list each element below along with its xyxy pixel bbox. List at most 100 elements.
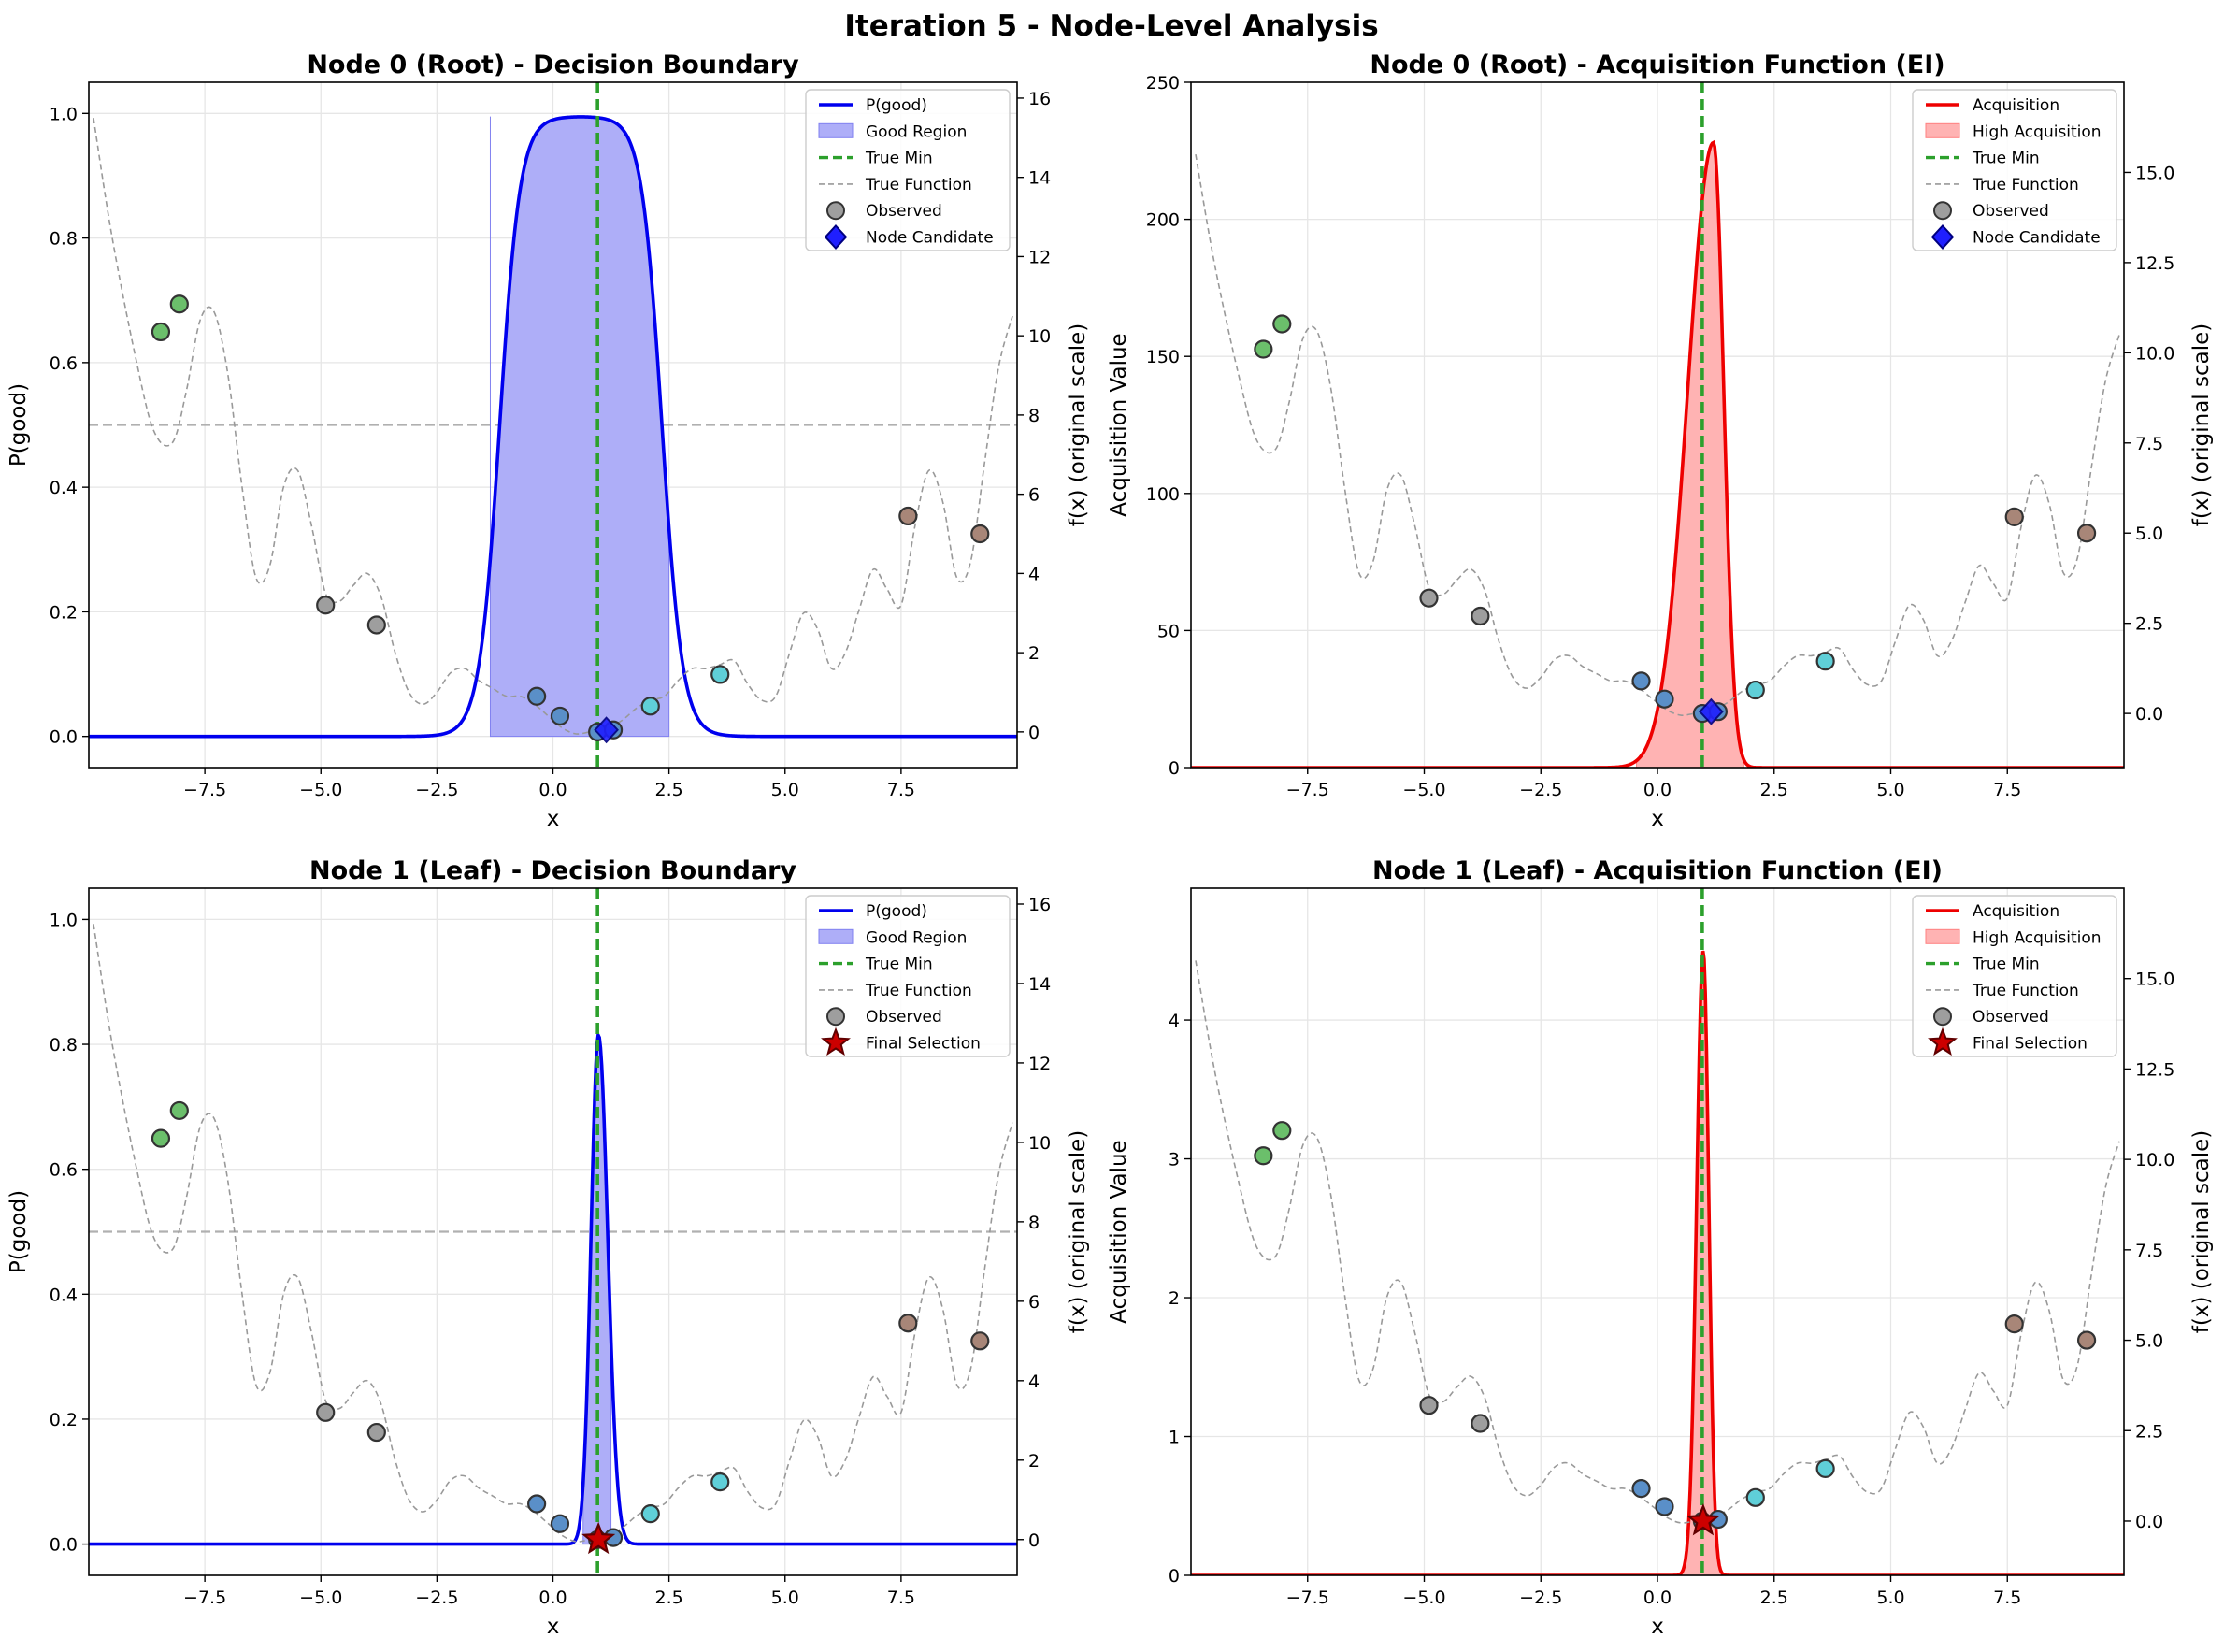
observed-point xyxy=(1419,588,1439,608)
figure-title: Iteration 5 - Node-Level Analysis xyxy=(844,9,1378,43)
x-tick-label: 2.5 xyxy=(655,780,683,800)
y2-tick-label: 0.0 xyxy=(2135,704,2163,725)
legend: P(good) Good Region True Min True Function O… xyxy=(805,89,1011,251)
y2-tick-label: 2.5 xyxy=(2135,614,2163,635)
observed-point xyxy=(898,506,918,526)
observed-point xyxy=(1419,1396,1439,1415)
y-tick-label: 0.4 xyxy=(50,1285,78,1305)
y2-tick-label: 4 xyxy=(1028,1372,1040,1392)
observed-point xyxy=(710,665,730,684)
legend-box xyxy=(805,895,1011,1057)
legend-swatch-observed xyxy=(826,201,845,221)
y2-tick-label: 4 xyxy=(1028,564,1040,584)
x-tick-label: −7.5 xyxy=(1286,1587,1329,1608)
x-tick-label: −5.0 xyxy=(299,780,342,800)
y2-tick-label: 6 xyxy=(1028,1292,1040,1313)
y-tick-label: 0 xyxy=(1169,1566,1180,1587)
observed-point xyxy=(2076,524,2097,543)
subplot-0: −7.5 −5.0 −2.5 0.0 2.5 5.0 7.5 0.0 0.2 0.4 0.6 0.8 1… xyxy=(7,50,1090,831)
legend-swatch-observed xyxy=(1933,201,1952,221)
true-function-line xyxy=(1195,960,2120,1524)
legend-label: Good Region xyxy=(866,928,967,947)
legend-label: True Min xyxy=(865,955,933,974)
subplot-title: Node 0 (Root) - Decision Boundary xyxy=(307,50,799,79)
x-tick-label: 2.5 xyxy=(1760,1587,1788,1608)
y-tick-label: 1.0 xyxy=(50,910,78,930)
observed-point xyxy=(151,1128,171,1148)
x-axis-label: x xyxy=(1651,807,1664,831)
legend-label: Node Candidate xyxy=(866,229,994,248)
legend-swatch-observed xyxy=(1933,1007,1952,1027)
observed-point xyxy=(1745,1487,1765,1507)
observed-point xyxy=(1815,652,1835,671)
x-tick-label: 5.0 xyxy=(1876,1587,1904,1608)
legend: Acquisition High Acquisition True Min True … xyxy=(1912,89,2117,251)
x-tick-label: −7.5 xyxy=(183,1587,226,1608)
y2-tick-label: 10 xyxy=(1028,1133,1051,1154)
legend-swatch-candidate xyxy=(1930,224,1955,250)
legend-swatch-final-selection xyxy=(821,1027,851,1056)
x-tick-label: 0.0 xyxy=(1643,780,1672,800)
subplot-title: Node 0 (Root) - Acquisition Function (EI… xyxy=(1370,50,1944,79)
y-tick-label: 1 xyxy=(1169,1428,1180,1448)
observed-point xyxy=(2004,1314,2024,1334)
observed-point xyxy=(1272,314,1292,334)
y2-tick-label: 12 xyxy=(1028,247,1051,267)
y-tick-label: 0.0 xyxy=(50,1535,78,1556)
observed-point xyxy=(1655,689,1674,709)
y-tick-label: 4 xyxy=(1169,1011,1180,1031)
observed-point xyxy=(970,1331,990,1351)
final-selection-marker xyxy=(1686,1502,1720,1536)
y2-tick-label: 0 xyxy=(1028,1530,1040,1551)
observed-point xyxy=(366,615,386,635)
legend-swatch-candidate xyxy=(824,224,848,250)
y2-tick-label: 0 xyxy=(1028,723,1040,743)
y2-tick-label: 15.0 xyxy=(2135,163,2174,183)
x-tick-label: −2.5 xyxy=(1519,1587,1562,1608)
observed-point xyxy=(2004,507,2024,526)
x-tick-label: 2.5 xyxy=(1760,780,1788,800)
x-tick-label: −7.5 xyxy=(183,780,226,800)
y2-tick-label: 2.5 xyxy=(2135,1421,2163,1442)
y-tick-label: 0 xyxy=(1169,758,1180,779)
pgood-curve xyxy=(89,1029,1017,1546)
legend-swatch-final-selection xyxy=(1928,1027,1958,1056)
node-candidate-marker xyxy=(1699,697,1724,725)
x-tick-label: 5.0 xyxy=(1876,780,1904,800)
y2-tick-label: 12 xyxy=(1028,1054,1051,1074)
observed-point xyxy=(151,322,171,342)
pgood-curve xyxy=(89,115,1017,739)
x-tick-label: 7.5 xyxy=(1993,1587,2021,1608)
high-acquisition-region xyxy=(1636,142,1744,768)
observed-point xyxy=(640,1504,660,1524)
y-tick-label: 0.0 xyxy=(50,727,78,748)
y2-tick-label: 14 xyxy=(1028,168,1051,189)
y-tick-label: 0.8 xyxy=(50,229,78,250)
subplot-1: −7.5 −5.0 −2.5 0.0 2.5 5.0 7.5 0 50 100 150 200 250 0… xyxy=(1107,50,2214,831)
y-axis-label: Acquisition Value xyxy=(1107,1140,1131,1323)
observed-point xyxy=(1655,1497,1674,1516)
y-tick-label: 0.2 xyxy=(50,1410,78,1430)
observed-point xyxy=(527,1494,547,1514)
subplot-2: −7.5 −5.0 −2.5 0.0 2.5 5.0 7.5 0.0 0.2 0.4 0.6 0.8 1… xyxy=(7,856,1090,1639)
legend-label: True Function xyxy=(865,982,972,1000)
observed-point xyxy=(710,1472,730,1492)
legend-label: Observed xyxy=(866,1008,942,1027)
y-tick-label: 200 xyxy=(1146,210,1180,231)
plot-area xyxy=(1191,888,2124,1575)
y2-tick-label: 12.5 xyxy=(2135,253,2174,274)
final-selection-marker xyxy=(581,1521,616,1555)
legend: Acquisition High Acquisition True Min True … xyxy=(1912,895,2117,1057)
x-tick-label: −5.0 xyxy=(1402,780,1445,800)
y-tick-label: 0.6 xyxy=(50,353,78,374)
y-tick-label: 100 xyxy=(1146,484,1180,505)
x-tick-label: −2.5 xyxy=(415,780,458,800)
y2-tick-label: 6 xyxy=(1028,485,1040,506)
y2-tick-label: 10.0 xyxy=(2135,343,2174,364)
subplot-title: Node 1 (Leaf) - Acquisition Function (EI… xyxy=(1372,856,1943,885)
x-axis-label: x xyxy=(547,807,560,831)
y2-tick-label: 12.5 xyxy=(2135,1059,2174,1080)
legend-label: True Function xyxy=(1972,176,2079,194)
legend: P(good) Good Region True Min True Function O… xyxy=(805,895,1011,1057)
legend-swatch-region xyxy=(1925,928,1960,944)
